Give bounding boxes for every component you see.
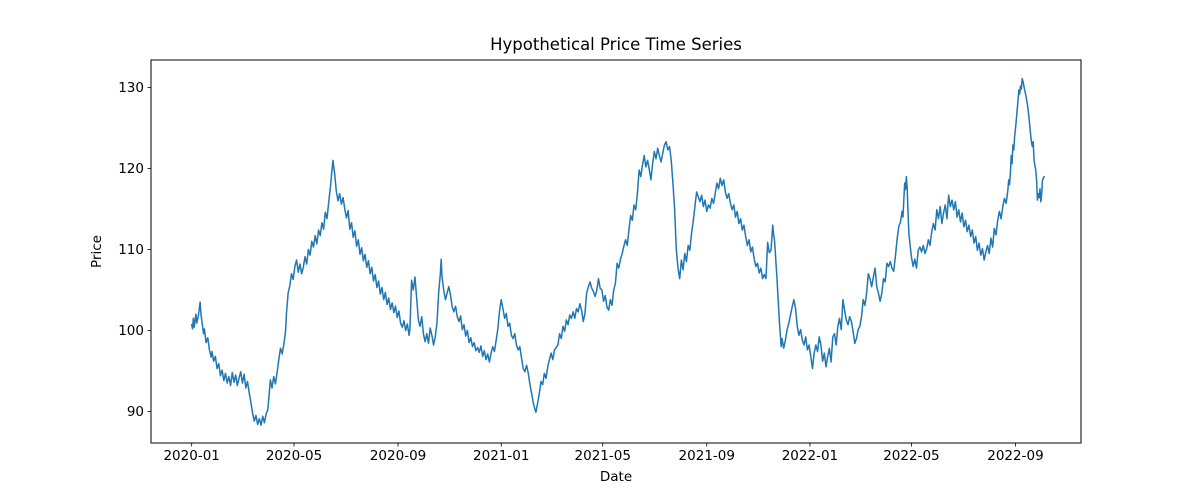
price-line-series bbox=[190, 77, 1045, 426]
x-tick-label: 2020-05 bbox=[266, 448, 322, 464]
x-tick-label: 2022-01 bbox=[782, 448, 838, 464]
x-axis-label: Date bbox=[600, 469, 632, 485]
x-axis: 2020-01 2020-05 2020-09 2021-01 2021-05 2021-… bbox=[163, 443, 1044, 464]
y-tick-label: 90 bbox=[127, 404, 144, 420]
y-tick-label: 130 bbox=[118, 80, 144, 96]
y-tick-label: 120 bbox=[118, 161, 144, 177]
x-tick-label: 2021-09 bbox=[679, 448, 735, 464]
plot-area-frame bbox=[150, 59, 1082, 444]
x-tick-label: 2022-09 bbox=[987, 448, 1043, 464]
y-tick-label: 100 bbox=[118, 323, 144, 339]
y-tick-label: 110 bbox=[118, 242, 144, 258]
x-tick-label: 2022-05 bbox=[883, 448, 939, 464]
chart-title: Hypothetical Price Time Series bbox=[490, 35, 742, 54]
x-tick-label: 2020-01 bbox=[163, 448, 219, 464]
y-axis: 90 100 110 120 130 bbox=[118, 80, 151, 420]
x-tick-label: 2021-01 bbox=[473, 448, 529, 464]
x-tick-label: 2021-05 bbox=[575, 448, 631, 464]
x-tick-label: 2020-09 bbox=[370, 448, 426, 464]
y-axis-label: Price bbox=[89, 235, 105, 268]
